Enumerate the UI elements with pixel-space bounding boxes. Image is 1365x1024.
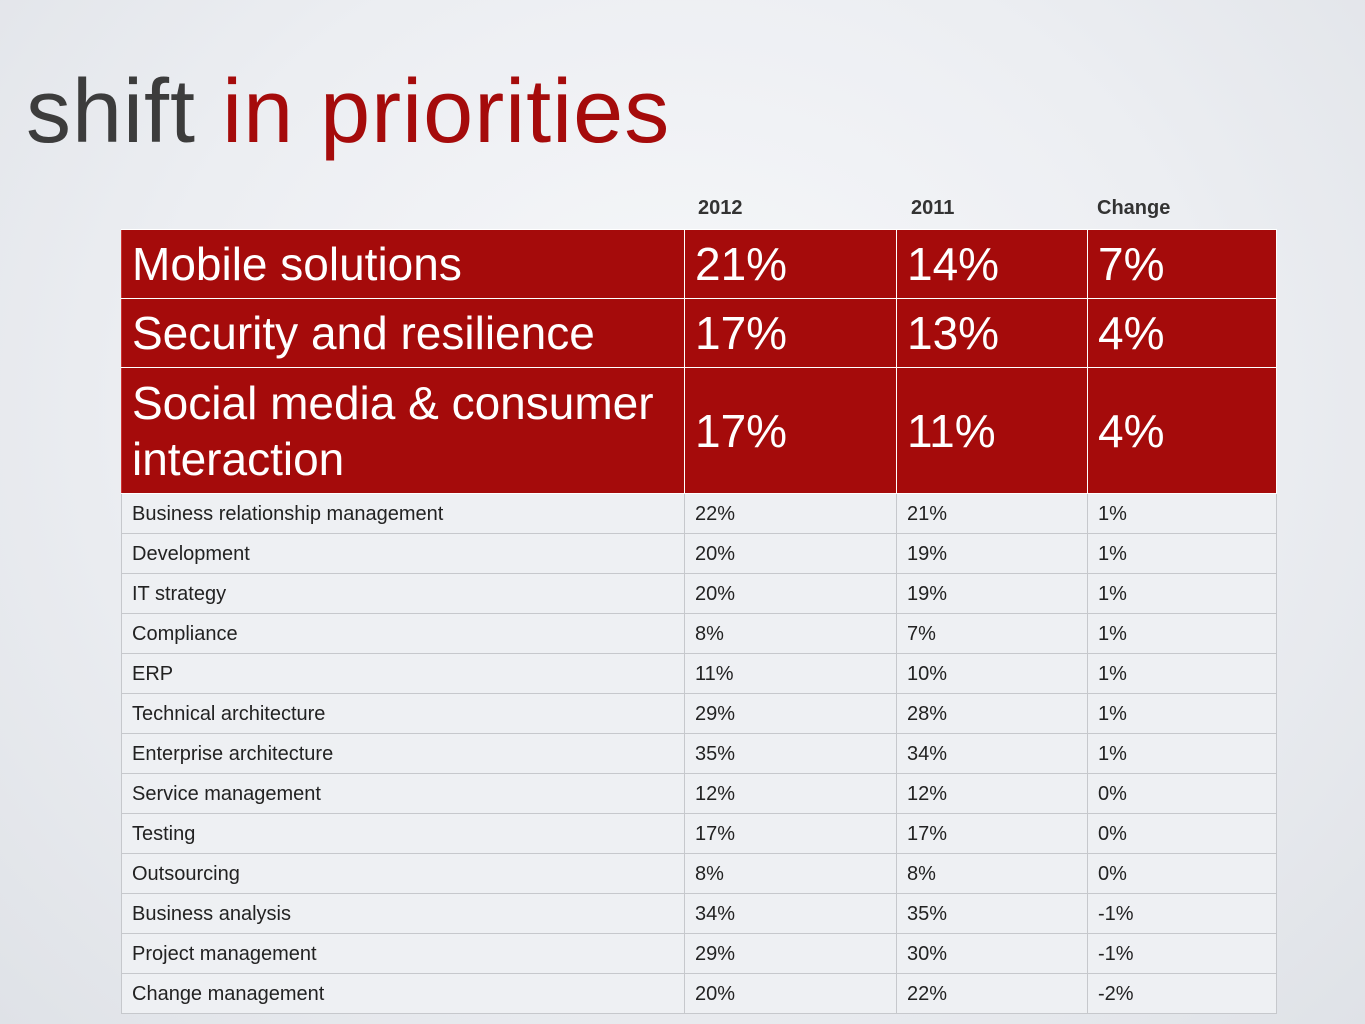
- value-change: 0%: [1087, 813, 1277, 854]
- table-row: Project management 29% 30% -1%: [121, 933, 1277, 974]
- value-2012: 29%: [684, 933, 897, 974]
- value-2012: 11%: [684, 653, 897, 694]
- row-label: Change management: [121, 973, 685, 1014]
- value-change: 0%: [1087, 773, 1277, 814]
- row-label: Project management: [121, 933, 685, 974]
- row-label: IT strategy: [121, 573, 685, 614]
- table-row: Change management 20% 22% -2%: [121, 973, 1277, 1014]
- table-row: ERP 11% 10% 1%: [121, 653, 1277, 694]
- value-2012: 17%: [684, 813, 897, 854]
- value-2011: 19%: [896, 533, 1088, 574]
- row-label: Business analysis: [121, 893, 685, 934]
- value-change: 0%: [1087, 853, 1277, 894]
- row-label: Development: [121, 533, 685, 574]
- value-2012: 8%: [684, 613, 897, 654]
- row-label: Security and resilience: [121, 298, 685, 368]
- value-2012: 17%: [684, 367, 897, 494]
- value-2012: 20%: [684, 573, 897, 614]
- value-change: 1%: [1087, 493, 1277, 534]
- value-2011: 7%: [896, 613, 1088, 654]
- title-part-in-priorities: in priorities: [222, 62, 671, 162]
- row-label: Enterprise architecture: [121, 733, 685, 774]
- value-change: 1%: [1087, 613, 1277, 654]
- value-2011: 35%: [896, 893, 1088, 934]
- value-2011: 21%: [896, 493, 1088, 534]
- table-row: Compliance 8% 7% 1%: [121, 613, 1277, 654]
- title-part-shift: shift: [26, 62, 197, 162]
- value-change: 4%: [1087, 367, 1277, 494]
- value-2011: 8%: [896, 853, 1088, 894]
- value-2011: 30%: [896, 933, 1088, 974]
- value-2012: 34%: [684, 893, 897, 934]
- value-change: 1%: [1087, 653, 1277, 694]
- table-row: Service management 12% 12% 0%: [121, 773, 1277, 814]
- value-2011: 13%: [896, 298, 1088, 368]
- row-label: Business relationship management: [121, 493, 685, 534]
- value-2012: 35%: [684, 733, 897, 774]
- highlight-row: Mobile solutions 21% 14% 7%: [121, 229, 1277, 299]
- row-label: Compliance: [121, 613, 685, 654]
- row-label: Service management: [121, 773, 685, 814]
- column-header-2011: 2011: [911, 197, 955, 219]
- table-row: Technical architecture 29% 28% 1%: [121, 693, 1277, 734]
- value-2011: 19%: [896, 573, 1088, 614]
- value-2012: 22%: [684, 493, 897, 534]
- table-row: Development 20% 19% 1%: [121, 533, 1277, 574]
- highlight-row: Social media & consumer interaction 17% …: [121, 367, 1277, 494]
- value-change: -1%: [1087, 893, 1277, 934]
- value-change: 4%: [1087, 298, 1277, 368]
- value-2012: 21%: [684, 229, 897, 299]
- value-2011: 34%: [896, 733, 1088, 774]
- value-change: 7%: [1087, 229, 1277, 299]
- column-header-change: Change: [1097, 197, 1171, 219]
- value-2012: 20%: [684, 973, 897, 1014]
- value-2012: 12%: [684, 773, 897, 814]
- value-change: -1%: [1087, 933, 1277, 974]
- value-2012: 17%: [684, 298, 897, 368]
- table-row: Outsourcing 8% 8% 0%: [121, 853, 1277, 894]
- table-row: Enterprise architecture 35% 34% 1%: [121, 733, 1277, 774]
- value-2011: 28%: [896, 693, 1088, 734]
- value-2011: 22%: [896, 973, 1088, 1014]
- row-label: Outsourcing: [121, 853, 685, 894]
- table-row: Testing 17% 17% 0%: [121, 813, 1277, 854]
- priorities-table: Mobile solutions 21% 14% 7% Security and…: [121, 229, 1277, 1014]
- row-label: Social media & consumer interaction: [121, 367, 685, 494]
- value-change: 1%: [1087, 693, 1277, 734]
- row-label: ERP: [121, 653, 685, 694]
- page-title: shift in priorities: [26, 62, 670, 162]
- value-change: 1%: [1087, 733, 1277, 774]
- table-row: IT strategy 20% 19% 1%: [121, 573, 1277, 614]
- value-2011: 14%: [896, 229, 1088, 299]
- table-row: Business relationship management 22% 21%…: [121, 493, 1277, 534]
- row-label: Mobile solutions: [121, 229, 685, 299]
- row-label: Testing: [121, 813, 685, 854]
- table-row: Business analysis 34% 35% -1%: [121, 893, 1277, 934]
- row-label: Technical architecture: [121, 693, 685, 734]
- value-2012: 8%: [684, 853, 897, 894]
- value-change: 1%: [1087, 533, 1277, 574]
- value-2011: 17%: [896, 813, 1088, 854]
- value-2012: 29%: [684, 693, 897, 734]
- value-2011: 12%: [896, 773, 1088, 814]
- value-2012: 20%: [684, 533, 897, 574]
- highlight-row: Security and resilience 17% 13% 4%: [121, 298, 1277, 368]
- value-change: 1%: [1087, 573, 1277, 614]
- value-2011: 11%: [896, 367, 1088, 494]
- value-change: -2%: [1087, 973, 1277, 1014]
- value-2011: 10%: [896, 653, 1088, 694]
- column-header-2012: 2012: [698, 197, 743, 219]
